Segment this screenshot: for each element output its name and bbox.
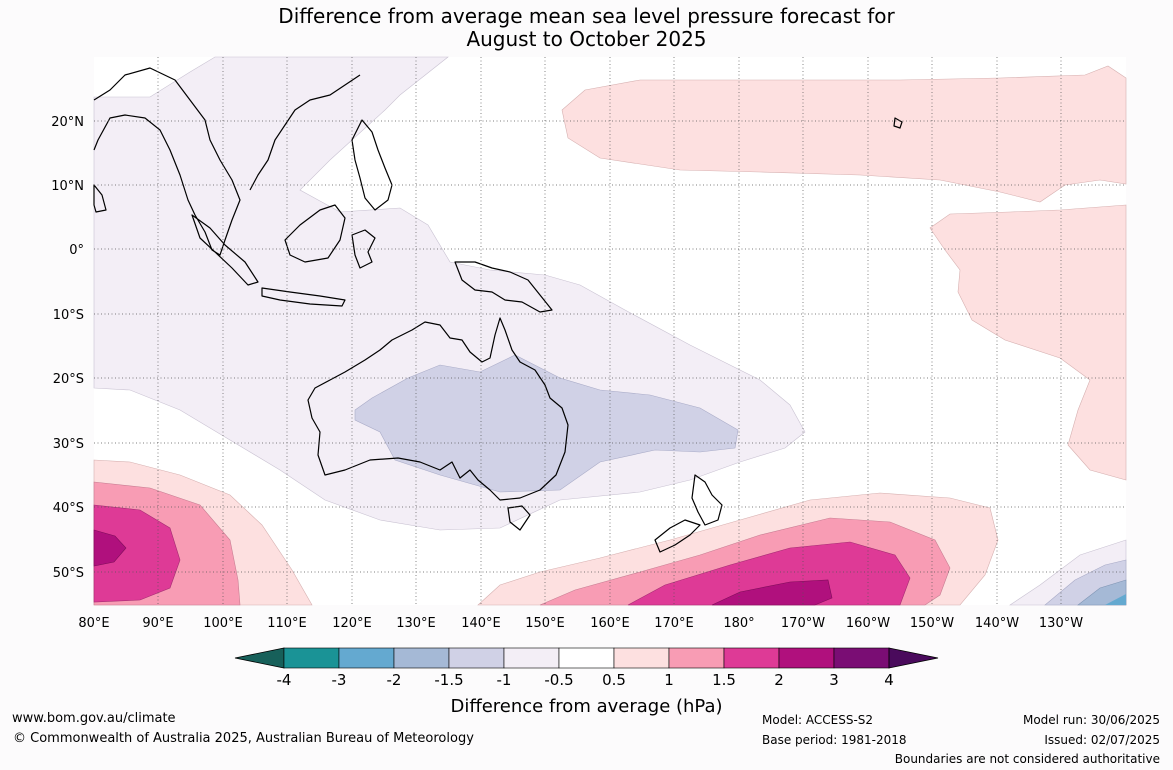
- lon-label: 160°E: [590, 616, 630, 631]
- lon-label: 150°W: [910, 616, 954, 631]
- anomaly-region-positive-south-pacific-2: [627, 541, 911, 606]
- lon-label: 130°E: [396, 616, 436, 631]
- lat-label: 20°N: [51, 115, 84, 130]
- lat-label: 30°S: [53, 437, 84, 452]
- lon-label: 150°E: [525, 616, 565, 631]
- anomaly-region-positive-south-pacific-3: [711, 579, 833, 606]
- colorbar-tick: -1.5: [434, 671, 464, 689]
- colorbar-tick: 3: [829, 671, 839, 689]
- southeast-asia-coastline: [93, 67, 361, 256]
- colorbar: [234, 647, 939, 669]
- colorbar-cell: [558, 647, 615, 669]
- tasmania-coastline: [507, 505, 531, 531]
- lon-label: 100°E: [203, 616, 243, 631]
- colorbar-tick: -1: [496, 671, 512, 689]
- lon-label: 130°W: [1039, 616, 1083, 631]
- lat-label: 10°N: [51, 179, 84, 194]
- sulawesi-coastline: [351, 229, 376, 269]
- colorbar-tick: 0.5: [602, 671, 626, 689]
- colorbar-cell: [283, 647, 340, 669]
- colorbar-tick: 1: [664, 671, 674, 689]
- anomaly-region-positive-south-indian-2: [93, 504, 181, 603]
- colorbar-tick: -4: [276, 671, 292, 689]
- lat-label: 50°S: [53, 566, 84, 581]
- sumatra-coastline: [191, 214, 259, 286]
- boundaries-disclaimer: Boundaries are not considered authoritat…: [894, 752, 1160, 766]
- colorbar-tick: 2: [774, 671, 784, 689]
- colorbar-cell: [503, 647, 560, 669]
- colorbar-cell: [723, 647, 780, 669]
- base-period: Base period: 1981-2018: [762, 733, 907, 747]
- colorbar-extend-low: [234, 647, 285, 669]
- copyright-notice: © Commonwealth of Australia 2025, Austra…: [13, 731, 474, 746]
- anomaly-region-positive-south-indian-3: [93, 529, 127, 567]
- lon-label: 180°: [723, 616, 754, 631]
- anomaly-fields: [93, 56, 1127, 606]
- colorbar-extend-high: [888, 647, 939, 669]
- lat-label: 10°S: [53, 308, 84, 323]
- website-link[interactable]: www.bom.gov.au/climate: [12, 711, 176, 726]
- map-title-line-1: Difference from average mean sea level p…: [278, 4, 895, 28]
- lat-label: 20°S: [53, 372, 84, 387]
- lon-label: 110°E: [267, 616, 307, 631]
- philippines-coastline: [351, 119, 393, 211]
- colorbar-tick: -0.5: [544, 671, 574, 689]
- india-tip-coastline: [93, 184, 107, 213]
- longitude-labels: 80°E 90°E 100°E 110°E 120°E 130°E 140°E …: [78, 616, 1083, 631]
- colorbar-cell: [778, 647, 835, 669]
- colorbar-cells: [283, 647, 890, 669]
- model-run-date: Model run: 30/06/2025: [1022, 713, 1160, 727]
- lon-label: 170°W: [781, 616, 825, 631]
- anomaly-region-positive-east-pacific: [929, 204, 1127, 481]
- coastlines: [93, 67, 903, 553]
- colorbar-tick: -2: [386, 671, 402, 689]
- anomaly-region-negative-moderate: [354, 354, 739, 493]
- colorbar-cell: [448, 647, 505, 669]
- colorbar-cell: [668, 647, 725, 669]
- new-zealand-coastline: [654, 474, 723, 553]
- map-title-line-2: August to October 2025: [466, 27, 707, 51]
- colorbar-tick: 4: [884, 671, 894, 689]
- colorbar-cell: [393, 647, 450, 669]
- colorbar-tick: -3: [331, 671, 347, 689]
- colorbar-cell: [338, 647, 395, 669]
- new-guinea-coastline: [454, 261, 553, 313]
- colorbar-label: Difference from average (hPa): [450, 696, 723, 717]
- lat-label: 0°: [69, 243, 84, 258]
- model-name: Model: ACCESS-S2: [762, 713, 874, 727]
- colorbar-cell: [613, 647, 670, 669]
- issued-date: Issued: 02/07/2025: [1044, 733, 1160, 747]
- anomaly-region-positive-north-pacific: [561, 65, 1127, 203]
- anomaly-region-negative-southeast-4: [1105, 594, 1126, 605]
- borneo-coastline: [284, 204, 346, 263]
- lon-label: 140°W: [975, 616, 1019, 631]
- lon-label: 140°E: [461, 616, 501, 631]
- lon-label: 80°E: [78, 616, 109, 631]
- lat-label: 40°S: [53, 501, 84, 516]
- gridlines: [94, 57, 1126, 605]
- lon-label: 90°E: [142, 616, 173, 631]
- lon-label: 170°E: [654, 616, 694, 631]
- colorbar-cell: [833, 647, 890, 669]
- java-coastline: [261, 287, 346, 307]
- latitude-labels: 20°N 10°N 0° 10°S 20°S 30°S 40°S 50°S: [51, 115, 84, 581]
- colorbar-tick: 1.5: [712, 671, 736, 689]
- australia-coastline: [307, 317, 569, 501]
- lon-label: 160°W: [846, 616, 890, 631]
- lon-label: 120°E: [332, 616, 372, 631]
